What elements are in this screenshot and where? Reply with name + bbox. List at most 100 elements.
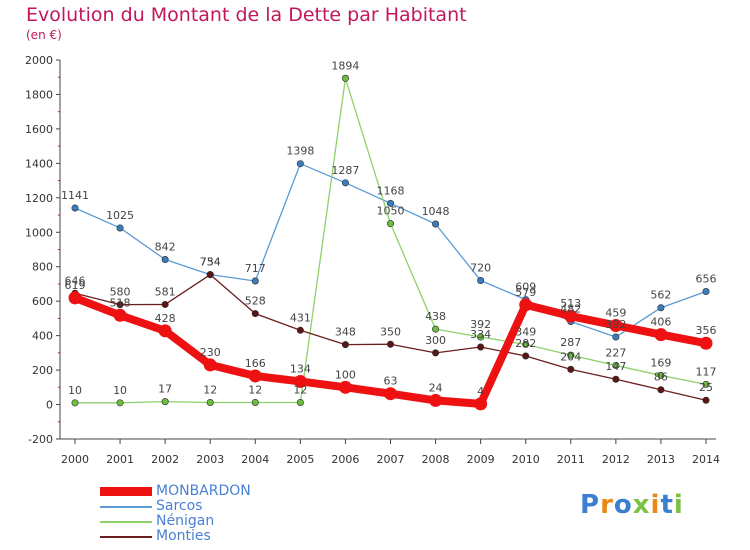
- data-point: [567, 351, 575, 359]
- data-point: [161, 398, 169, 406]
- data-label: 459: [605, 306, 626, 319]
- data-point: [386, 340, 394, 348]
- legend-swatch: [100, 487, 152, 496]
- data-label: 4: [477, 385, 484, 398]
- data-point: [657, 386, 665, 394]
- data-point: [113, 308, 127, 322]
- x-tick-label: 2014: [692, 453, 720, 466]
- legend-label: Nénigan: [156, 513, 215, 529]
- data-point: [657, 304, 665, 312]
- data-label: 720: [470, 262, 491, 275]
- data-label: 350: [380, 325, 401, 338]
- data-label: 1048: [422, 205, 450, 218]
- data-label: 166: [245, 357, 266, 370]
- data-point: [161, 300, 169, 308]
- chart-axes: -200 0 200 400 600 800 1000 1200 1400 1600 1800 200…: [25, 54, 720, 466]
- y-tick-label: 2000: [25, 54, 53, 67]
- data-point: [612, 333, 620, 341]
- data-label: 656: [696, 273, 717, 286]
- data-label: 86: [654, 371, 668, 384]
- data-label: 646: [65, 274, 86, 287]
- data-point: [429, 393, 443, 407]
- data-point: [654, 328, 668, 342]
- data-point: [203, 358, 217, 372]
- data-label: 438: [425, 310, 446, 323]
- data-point: [477, 333, 485, 341]
- data-label: 482: [560, 303, 581, 316]
- data-label: 1168: [377, 184, 405, 197]
- data-label: 528: [245, 295, 266, 308]
- data-point: [206, 271, 214, 279]
- data-point: [251, 310, 259, 318]
- legend-item: Sarcos: [100, 499, 251, 514]
- data-point: [386, 199, 394, 207]
- data-label: 134: [290, 362, 311, 375]
- data-point: [477, 277, 485, 285]
- legend-label: Monties: [156, 528, 211, 544]
- logo-letter: t: [660, 490, 674, 520]
- data-label: 1025: [106, 209, 134, 222]
- data-point: [609, 318, 623, 332]
- data-label: 431: [290, 311, 311, 324]
- data-label: 334: [470, 328, 491, 341]
- data-point: [116, 301, 124, 309]
- data-point: [251, 398, 259, 406]
- data-point: [293, 374, 307, 388]
- chart-legend: MONBARDON Sarcos Nénigan Monties: [100, 484, 251, 544]
- data-label: 1894: [331, 59, 359, 72]
- data-point: [612, 375, 620, 383]
- data-point: [564, 309, 578, 323]
- data-label: 562: [650, 289, 671, 302]
- data-point: [71, 204, 79, 212]
- data-label: 24: [429, 381, 443, 394]
- data-point: [702, 396, 710, 404]
- chart-subtitle: (en €): [26, 28, 62, 42]
- x-tick-label: 2011: [557, 453, 585, 466]
- data-label: 356: [696, 324, 717, 337]
- x-tick-label: 2000: [61, 453, 89, 466]
- logo-letter: P: [580, 490, 601, 520]
- data-label: 1398: [286, 145, 314, 158]
- data-label: 428: [155, 312, 176, 325]
- data-label: 227: [605, 346, 626, 359]
- data-label: 579: [515, 286, 536, 299]
- data-point: [296, 398, 304, 406]
- data-label: 25: [699, 381, 713, 394]
- data-label: 12: [203, 383, 217, 396]
- data-point: [477, 343, 485, 351]
- data-point: [432, 349, 440, 357]
- data-point: [116, 224, 124, 232]
- data-label: 17: [158, 383, 172, 396]
- data-label: 10: [68, 384, 82, 397]
- legend-item: Nénigan: [100, 514, 251, 529]
- data-point: [384, 387, 397, 401]
- data-label: 842: [155, 240, 176, 253]
- data-label: 300: [425, 334, 446, 347]
- logo-letter: x: [632, 490, 651, 520]
- data-point: [116, 399, 124, 407]
- data-label: 348: [335, 326, 356, 339]
- y-tick-label: 1400: [25, 157, 53, 170]
- data-point: [296, 160, 304, 168]
- data-point: [341, 74, 349, 82]
- data-point: [474, 397, 488, 411]
- data-point: [251, 277, 259, 285]
- data-label: 392: [470, 318, 491, 331]
- data-label: 230: [200, 346, 221, 359]
- data-point: [248, 369, 262, 383]
- data-label: 117: [696, 365, 717, 378]
- chart-series: [68, 74, 713, 411]
- data-label: 609: [515, 281, 536, 294]
- data-label: 406: [650, 316, 671, 329]
- x-tick-label: 2012: [602, 453, 630, 466]
- x-tick-label: 2003: [196, 453, 224, 466]
- data-label: 282: [515, 337, 536, 350]
- data-label: 619: [65, 279, 86, 292]
- x-tick-label: 2008: [422, 453, 450, 466]
- data-point: [341, 179, 349, 187]
- data-point: [519, 298, 533, 312]
- data-point: [296, 326, 304, 334]
- data-point: [68, 291, 82, 305]
- y-tick-label: 800: [32, 261, 53, 274]
